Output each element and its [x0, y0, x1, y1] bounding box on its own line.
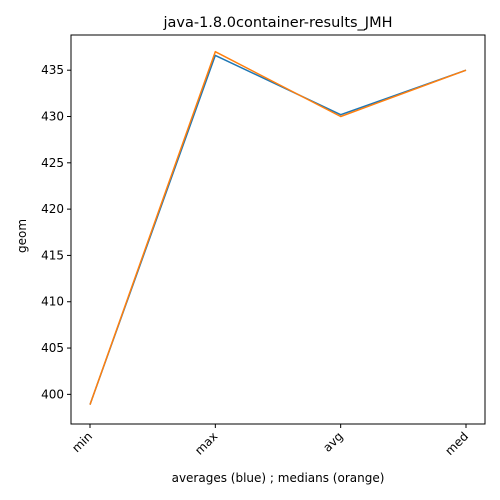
- y-tick-label-0: 400: [41, 387, 64, 401]
- chart-title: java-1.8.0container-results_JMH: [162, 15, 392, 31]
- y-tick-label-5: 425: [41, 156, 64, 170]
- y-tick-label-3: 415: [41, 248, 64, 262]
- x-axis-label: averages (blue) ; medians (orange): [172, 471, 385, 485]
- series-layer: [89, 50, 467, 405]
- y-axis-label: geom: [15, 219, 29, 253]
- y-tick-label-6: 430: [41, 110, 64, 124]
- plot-frame: [70, 34, 486, 425]
- y-tick-label-2: 410: [41, 295, 64, 309]
- y-tick-label-1: 405: [41, 341, 64, 355]
- y-tick-label-7: 435: [41, 63, 64, 77]
- series-line-1: [89, 50, 467, 405]
- y-tick-label-4: 420: [41, 202, 64, 216]
